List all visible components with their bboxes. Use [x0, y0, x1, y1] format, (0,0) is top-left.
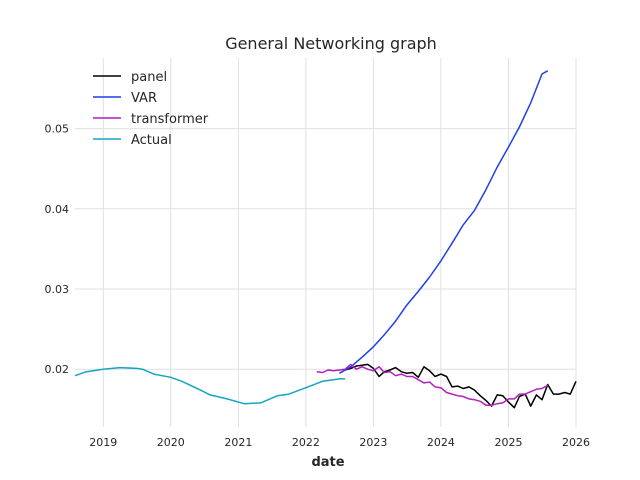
legend-label-var: VAR	[131, 91, 157, 106]
y-axis-ticks: 0.02 0.03 0.04 0.05	[45, 123, 70, 377]
y-tick-label: 0.02	[45, 363, 70, 376]
legend-label-actual: Actual	[131, 133, 172, 148]
x-axis-ticks: 2019 2020 2021 2022 2023 2024 2025 2026	[89, 436, 590, 449]
grid	[75, 58, 577, 427]
legend-label-panel: panel	[131, 70, 167, 85]
series-line-actual	[74, 366, 346, 405]
series-line-var	[339, 70, 549, 374]
legend-label-transformer: transformer	[131, 112, 209, 127]
series-lines	[74, 70, 577, 409]
y-tick-label: 0.05	[45, 123, 70, 136]
x-axis-label: date	[311, 455, 344, 470]
series-line-transformer	[316, 363, 549, 407]
x-tick-label: 2019	[89, 436, 117, 449]
x-tick-label: 2025	[495, 436, 523, 449]
x-tick-label: 2020	[157, 436, 185, 449]
x-tick-label: 2023	[359, 436, 387, 449]
chart-title: General Networking graph	[225, 34, 437, 53]
y-tick-label: 0.03	[45, 283, 70, 296]
x-tick-label: 2024	[427, 436, 455, 449]
x-tick-label: 2022	[292, 436, 320, 449]
x-tick-label: 2021	[224, 436, 252, 449]
y-tick-label: 0.04	[45, 203, 70, 216]
x-tick-label: 2026	[562, 436, 590, 449]
legend: panel VAR transformer Actual	[93, 70, 209, 148]
